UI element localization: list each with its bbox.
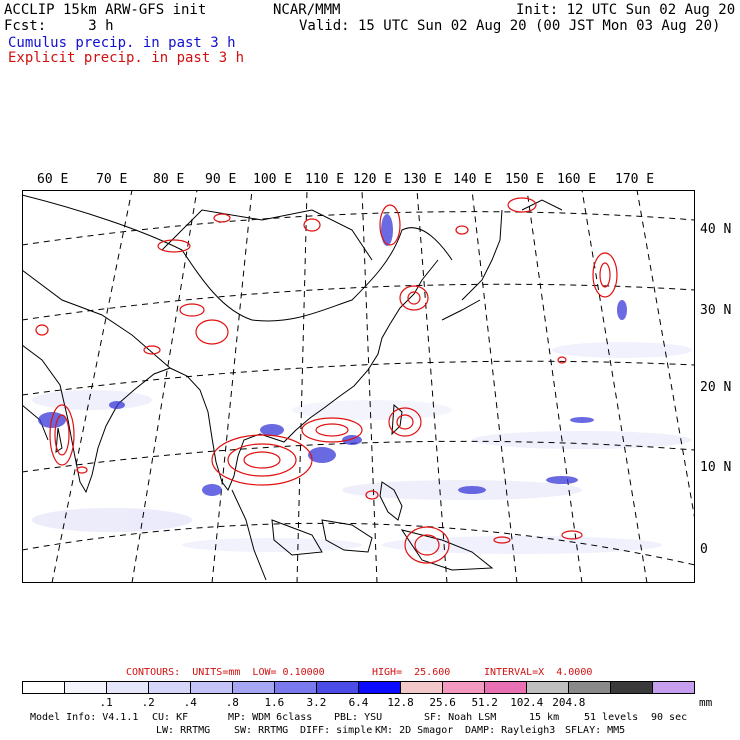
- model-info-item: DIFF: simple: [300, 725, 373, 736]
- lon-label: 140 E: [453, 172, 493, 187]
- model-info-item: KM: 2D Smagor: [375, 725, 454, 736]
- lat-label: 30 N: [700, 303, 732, 318]
- model-info-item: 51 levels: [584, 712, 639, 723]
- model-info-item: SF: Noah LSM: [424, 712, 497, 723]
- institution: NCAR/MMM: [273, 2, 341, 18]
- model-info-item: Model Info: V4.1.1: [30, 712, 139, 723]
- model-info-item: DAMP: Rayleigh3: [465, 725, 556, 736]
- map-frame: [22, 190, 695, 583]
- colorbar-cell: [107, 682, 149, 693]
- colorbar-tick-label: 102.4: [510, 696, 544, 709]
- contour-interval: INTERVAL=X 4.0000: [484, 667, 593, 678]
- lon-label: 160 E: [557, 172, 597, 187]
- colorbar-cell: [23, 682, 65, 693]
- init-time: Init: 12 UTC Sun 02 Aug 20: [516, 2, 736, 18]
- cumulus-cells: [38, 214, 627, 496]
- colorbar-cell: [65, 682, 107, 693]
- lat-label: 0: [700, 542, 708, 557]
- explicit-precip-contours: [35, 197, 618, 564]
- model-info-item: SW: RRTMG: [234, 725, 289, 736]
- colorbar-tick-label: 3.2: [306, 696, 327, 709]
- explicit-precip-label: Explicit precip. in past 3 h: [8, 50, 245, 66]
- model-info-item: LW: RRTMG: [156, 725, 211, 736]
- lon-label: 60 E: [37, 172, 69, 187]
- model-info-item: MP: WDM 6class: [228, 712, 313, 723]
- lon-label: 170 E: [615, 172, 655, 187]
- precipitation-map: [22, 190, 695, 583]
- colorbar-cell: [653, 682, 694, 693]
- lon-label: 80 E: [153, 172, 185, 187]
- colorbar-tick-label: 25.6: [429, 696, 456, 709]
- model-info-item: CU: KF: [152, 712, 189, 723]
- lon-label: 100 E: [253, 172, 293, 187]
- colorbar-cell: [485, 682, 527, 693]
- lon-label: 90 E: [205, 172, 237, 187]
- lon-label: 150 E: [505, 172, 545, 187]
- colorbar-cell: [527, 682, 569, 693]
- colorbar-tick-label: 12.8: [387, 696, 414, 709]
- precip-colorbar: [22, 681, 695, 694]
- colorbar-cell: [359, 682, 401, 693]
- lat-label: 40 N: [700, 222, 732, 237]
- contour-units: CONTOURS: UNITS=mm LOW= 0.10000: [126, 667, 325, 678]
- lon-label: 120 E: [353, 172, 393, 187]
- colorbar-cell: [275, 682, 317, 693]
- lon-label: 130 E: [403, 172, 443, 187]
- model-info-item: 15 km: [529, 712, 560, 723]
- colorbar-cell: [569, 682, 611, 693]
- lat-label: 20 N: [700, 380, 732, 395]
- cumulus-precip-label: Cumulus precip. in past 3 h: [8, 35, 236, 51]
- colorbar-cell: [317, 682, 359, 693]
- colorbar-cell: [191, 682, 233, 693]
- colorbar-cell: [401, 682, 443, 693]
- colorbar-cell: [149, 682, 191, 693]
- colorbar-tick-label: 51.2: [471, 696, 498, 709]
- contour-high: HIGH= 25.600: [372, 667, 451, 678]
- colorbar-tick-label: .8: [225, 696, 239, 709]
- lon-label: 70 E: [96, 172, 128, 187]
- colorbar-tick-label: .1: [99, 696, 113, 709]
- colorbar-tick-label: 1.6: [264, 696, 285, 709]
- lat-label: 10 N: [700, 460, 732, 475]
- coastlines: [22, 194, 563, 581]
- colorbar-cell: [233, 682, 275, 693]
- graticule: [22, 190, 695, 583]
- colorbar-tick-label: 6.4: [348, 696, 369, 709]
- colorbar-tick-label: 204.8: [552, 696, 586, 709]
- colorbar-cell: [611, 682, 653, 693]
- model-title: ACCLIP 15km ARW-GFS init: [4, 2, 207, 18]
- colorbar-tick-label: .4: [183, 696, 197, 709]
- model-info-item: SFLAY: MM5: [565, 725, 626, 736]
- valid-time: Valid: 15 UTC Sun 02 Aug 20 (00 JST Mon …: [299, 18, 721, 34]
- colorbar-cell: [443, 682, 485, 693]
- colorbar-unit: mm: [699, 696, 713, 709]
- lon-label: 110 E: [305, 172, 345, 187]
- colorbar-tick-label: .2: [141, 696, 155, 709]
- forecast-hour: Fcst: 3 h: [4, 18, 114, 34]
- model-info-item: 90 sec: [651, 712, 688, 723]
- model-info-item: PBL: YSU: [334, 712, 383, 723]
